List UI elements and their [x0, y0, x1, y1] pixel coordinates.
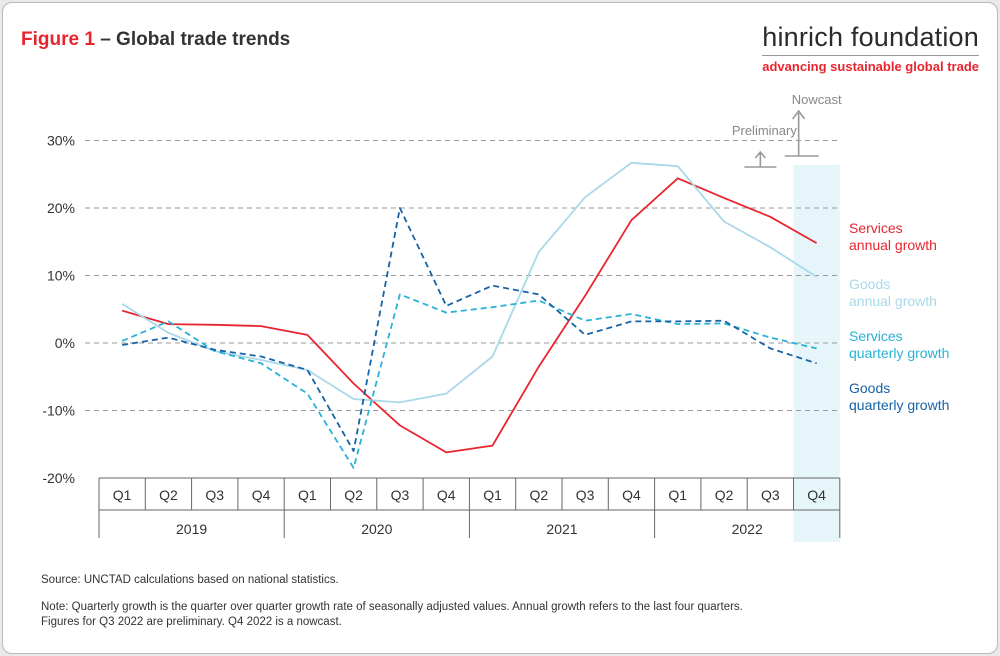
- series-label: Goods: [849, 380, 890, 396]
- x-quarter-label: Q4: [252, 487, 271, 503]
- methodology-note-line1: Note: Quarterly growth is the quarter ov…: [41, 601, 743, 613]
- chart-notes: Source: UNCTAD calculations based on nat…: [41, 573, 743, 642]
- y-tick-label: 0%: [55, 335, 75, 351]
- preliminary-arrow-head: [754, 150, 766, 159]
- series-line-1: [121, 161, 818, 404]
- preliminary-label: Preliminary: [732, 123, 798, 138]
- source-note: Source: UNCTAD calculations based on nat…: [41, 574, 339, 586]
- hinrich-logo: hinrich foundation advancing sustainable…: [762, 21, 979, 74]
- methodology-note-line2: Figures for Q3 2022 are preliminary. Q4 …: [41, 616, 342, 628]
- y-tick-label: 10%: [47, 268, 75, 284]
- y-tick-label: -10%: [42, 403, 75, 419]
- x-year-label: 2022: [732, 521, 763, 537]
- series-line-3: [122, 207, 817, 452]
- series-line-2: [121, 293, 817, 469]
- logo-rule: [762, 55, 979, 56]
- x-quarter-label: Q3: [576, 487, 595, 503]
- series-label: Services: [849, 220, 903, 236]
- x-quarter-label: Q2: [344, 487, 363, 503]
- nowcast-highlight-band: [793, 165, 840, 542]
- y-tick-label: -20%: [42, 470, 75, 486]
- x-quarter-label: Q1: [113, 487, 132, 503]
- x-quarter-label: Q1: [298, 487, 317, 503]
- x-quarter-label: Q2: [159, 487, 178, 503]
- x-quarter-label: Q4: [437, 487, 456, 503]
- series-label: annual growth: [849, 237, 937, 253]
- figure-title-separator: –: [100, 29, 111, 50]
- y-tick-label: 30%: [47, 133, 75, 149]
- figure-title: Figure 1 – Global trade trends: [21, 29, 290, 51]
- logo-name: hinrich foundation: [762, 22, 979, 52]
- x-quarter-label: Q3: [761, 487, 780, 503]
- nowcast-arrow-head: [792, 109, 806, 120]
- nowcast-label: Nowcast: [792, 92, 842, 107]
- x-year-label: 2021: [546, 521, 577, 537]
- methodology-note: Note: Quarterly growth is the quarter ov…: [41, 600, 743, 630]
- logo-tagline: advancing sustainable global trade: [762, 59, 979, 74]
- x-quarter-label: Q2: [715, 487, 734, 503]
- x-quarter-label: Q4: [807, 487, 826, 503]
- x-quarter-label: Q3: [205, 487, 224, 503]
- series-line-0: [121, 177, 818, 454]
- x-year-label: 2019: [176, 521, 207, 537]
- x-year-label: 2020: [361, 521, 392, 537]
- series-label: Goods: [849, 276, 890, 292]
- x-quarter-label: Q2: [530, 487, 549, 503]
- x-quarter-label: Q1: [483, 487, 502, 503]
- figure-number: Figure 1: [21, 29, 95, 50]
- series-label: annual growth: [849, 293, 937, 309]
- x-quarter-label: Q4: [622, 487, 641, 503]
- trade-trends-chart: 30% 20% 10% 0% -10% -20% Q1 Q2 Q3 Q4 Q1 Q2 Q3 Q4 Q1 Q2 Q…: [42, 92, 949, 542]
- series-label: Services: [849, 328, 903, 344]
- series-label: quarterly growth: [849, 345, 949, 361]
- figure-title-text: Global trade trends: [116, 29, 291, 50]
- x-quarter-label: Q1: [668, 487, 687, 503]
- y-tick-label: 20%: [47, 200, 75, 216]
- series-label: quarterly growth: [849, 397, 949, 413]
- x-quarter-label: Q3: [391, 487, 410, 503]
